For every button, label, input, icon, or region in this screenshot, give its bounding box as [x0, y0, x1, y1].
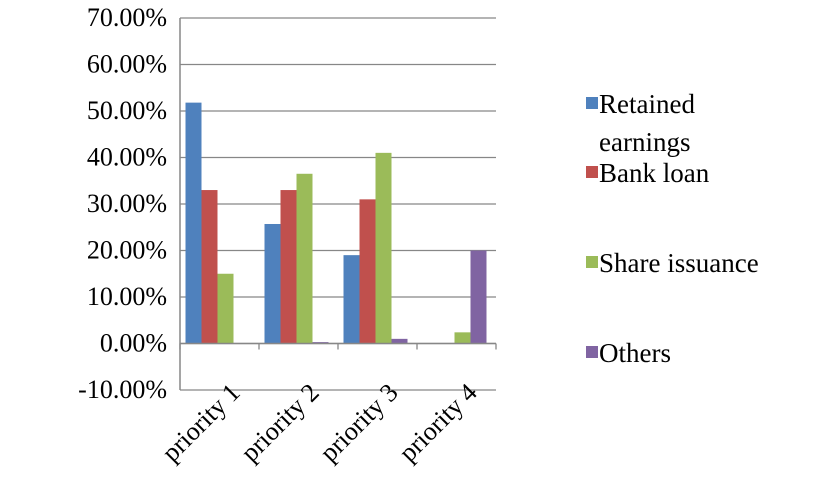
legend-swatch	[586, 97, 598, 109]
legend-label: Others	[599, 338, 671, 368]
legend-label: Share issuance	[599, 248, 759, 278]
bar-share-issuance-4	[454, 332, 471, 344]
legend-label: Bank loan	[599, 158, 710, 188]
y-tick-label: 40.00%	[87, 143, 167, 172]
y-tick-label: 60.00%	[87, 50, 167, 79]
y-tick-label: 0.00%	[100, 329, 167, 358]
bar-others-4	[470, 250, 487, 344]
axes	[179, 18, 497, 390]
x-category-label: priority 3	[314, 378, 403, 467]
bar-share-issuance-2	[296, 173, 313, 344]
bar-others-3	[391, 338, 408, 344]
y-tick-label: 30.00%	[87, 189, 167, 218]
x-category-label: priority 4	[393, 378, 482, 467]
bar-retained-earnings-1	[185, 102, 202, 344]
x-category-label: priority 1	[156, 378, 245, 467]
legend-swatch	[586, 166, 598, 178]
y-axis-tick-labels: -10.00% 0.00% 10.00% 20.00% 30.00% 40.00% 50.0…	[78, 3, 167, 404]
y-tick-label: -10.00%	[78, 375, 167, 404]
bar-share-issuance-3	[375, 152, 392, 344]
legend-swatch	[586, 256, 598, 268]
bar-retained-earnings-3	[343, 255, 360, 344]
bar-bank-loan-1	[201, 190, 218, 344]
bar-retained-earnings-2	[264, 223, 281, 344]
bars	[185, 102, 487, 344]
y-tick-label: 50.00%	[87, 96, 167, 125]
y-tick-label: 70.00%	[87, 3, 167, 32]
legend-swatch	[586, 346, 598, 358]
bar-bank-loan-2	[280, 190, 297, 344]
y-tick-label: 20.00%	[87, 236, 167, 265]
legend-label: earnings	[599, 127, 690, 157]
y-tick-label: 10.00%	[87, 282, 167, 311]
legend-label: Retained	[599, 89, 695, 119]
x-category-label: priority 2	[235, 378, 324, 467]
bar-bank-loan-3	[359, 199, 376, 344]
bar-share-issuance-1	[217, 273, 234, 344]
